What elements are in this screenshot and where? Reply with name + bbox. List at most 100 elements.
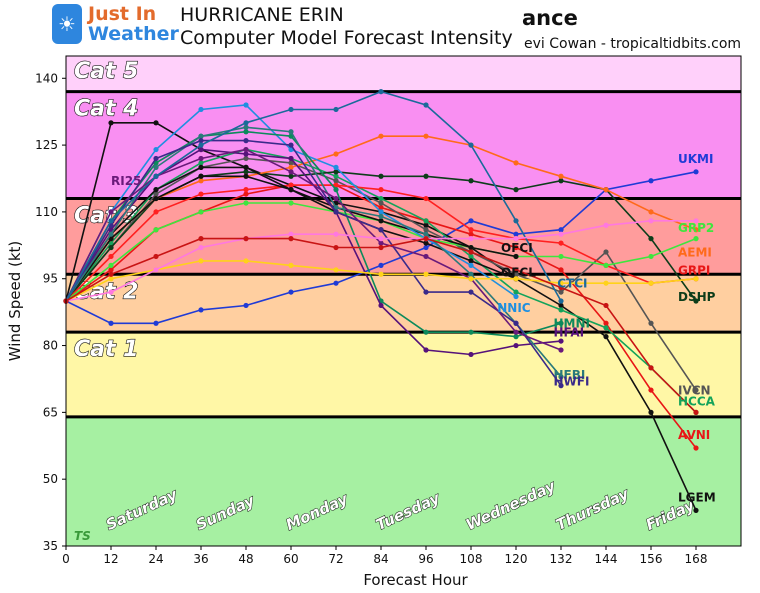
y-tick-label: 35	[43, 539, 58, 553]
series-point-aemi	[333, 151, 339, 157]
series-point-ctci	[468, 142, 474, 148]
series-point-nnic	[243, 102, 249, 108]
series-point-hcca	[558, 307, 564, 313]
x-tick-label: 48	[238, 552, 253, 566]
band-label-ts: TS	[74, 529, 91, 543]
series-point-grpi	[423, 195, 429, 202]
chart-subtitle: Computer Model Forecast Intensity	[180, 27, 513, 49]
series-point-ivcn	[378, 200, 384, 206]
series-point-grp2	[603, 262, 609, 268]
series-point-nvgi	[288, 236, 294, 242]
series-point-hcca	[378, 195, 384, 202]
series-point-hmon	[468, 236, 474, 242]
series-point-aemi	[693, 227, 699, 233]
series-point-ctci	[153, 173, 159, 179]
line-label-ofci: OFCI	[501, 241, 533, 255]
series-point-grpi	[243, 187, 249, 193]
series-point-ship	[423, 271, 429, 277]
series-point-nnic	[513, 293, 519, 300]
series-point-ukmi	[513, 231, 519, 237]
series-point-lgem	[558, 302, 564, 309]
series-point-nvgi	[468, 249, 474, 255]
series-point-dshp	[288, 173, 294, 179]
series-point-hfbi	[198, 133, 204, 139]
line-label-hfbi: HFBI	[554, 368, 586, 382]
line-label-avni: AVNI	[678, 428, 710, 442]
series-point-nvgi	[693, 409, 699, 415]
series-point-hmon	[558, 231, 564, 237]
series-point-aemi	[648, 209, 654, 215]
band-cat-5	[66, 56, 741, 92]
series-point-nvgi	[153, 253, 159, 260]
series-point-hmni	[468, 329, 474, 335]
series-point-ctci	[333, 106, 339, 113]
series-point-ri25	[378, 240, 384, 246]
x-tick-label: 120	[505, 552, 528, 566]
series-point-hcca	[333, 173, 339, 179]
series-point-ctci	[198, 142, 204, 148]
series-point-nnic	[153, 146, 159, 153]
series-point-ctci	[288, 106, 294, 113]
series-point-dshp	[648, 236, 654, 242]
series-point-ukmi	[423, 244, 429, 251]
series-point-aemi	[378, 133, 384, 139]
series-point-dshp	[378, 173, 384, 179]
series-point-hwfi	[378, 227, 384, 233]
series-point-ivcn	[513, 271, 519, 277]
series-point-dshp	[333, 169, 339, 175]
series-line-hwfi	[65, 139, 562, 387]
series-point-ctci	[423, 102, 429, 108]
series-point-nnic	[198, 106, 204, 113]
y-tick-label: 140	[35, 71, 58, 85]
series-point-grp2	[558, 253, 564, 260]
line-label-hmni: HMNI	[554, 317, 591, 331]
series-point-ofci	[468, 244, 474, 251]
series-point-hmon	[333, 231, 339, 237]
series-line-hmni	[65, 130, 562, 338]
series-point-nvgi	[423, 236, 429, 242]
series-point-hmon	[288, 231, 294, 237]
series-point-hcca	[198, 160, 204, 166]
series-point-hfai	[378, 302, 384, 309]
line-label-ukmi: UKMI	[678, 152, 713, 166]
series-point-dshp	[513, 187, 519, 193]
series-point-ship	[108, 276, 114, 282]
series-point-grp2	[648, 253, 654, 260]
series-point-ri25	[513, 329, 519, 335]
credit-text: evi Cowan - tropicaltidbits.com	[524, 36, 742, 52]
band-label-cat-1: Cat 1	[74, 337, 138, 362]
series-point-nvgi	[378, 244, 384, 251]
sun-cloud-icon: ☀	[52, 4, 82, 44]
series-point-ivcn	[648, 320, 654, 326]
chart-title: HURRICANE ERIN	[180, 4, 344, 26]
series-point-hmon	[603, 222, 609, 228]
series-point-avni	[693, 445, 699, 451]
series-point-hfbi	[288, 129, 294, 135]
series-point-ship	[288, 262, 294, 268]
band-label-cat-5: Cat 5	[74, 59, 138, 84]
series-point-ukmi	[198, 307, 204, 313]
y-axis-label: Wind Speed (kt)	[6, 241, 24, 362]
series-point-hmni	[513, 334, 519, 340]
series-point-lgem	[603, 334, 609, 340]
series-point-hmni	[243, 129, 249, 135]
x-tick-label: 84	[373, 552, 388, 566]
series-line-ctci	[65, 90, 562, 302]
y-tick-label: 50	[43, 472, 58, 486]
series-point-dshp	[468, 178, 474, 184]
series-point-ofci	[378, 218, 384, 224]
series-point-hmon	[513, 236, 519, 242]
series-point-hmon	[153, 267, 159, 273]
series-point-hcca	[108, 240, 114, 246]
series-point-grp2	[243, 200, 249, 206]
line-label-nnic: NNIC	[497, 301, 531, 315]
series-point-lgem	[108, 120, 114, 126]
series-point-avni	[243, 191, 249, 197]
series-point-aemi	[198, 178, 204, 184]
title-fragment: ance	[522, 6, 578, 30]
series-point-ship	[198, 258, 204, 264]
x-tick-label: 72	[328, 552, 343, 566]
series-point-ship	[468, 276, 474, 282]
band-label-cat-3: Cat 3	[74, 204, 138, 229]
